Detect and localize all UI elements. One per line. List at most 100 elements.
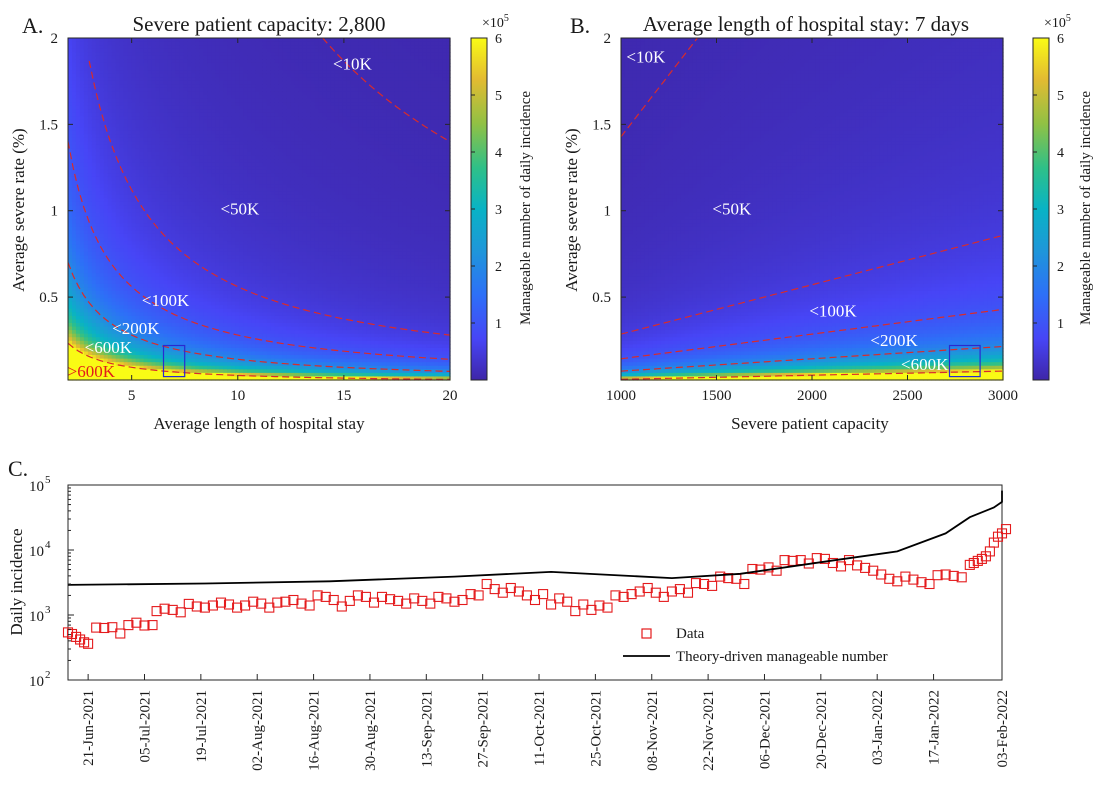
heatmap-cell [267,42,272,46]
heatmap-cell [207,188,212,192]
heatmap-cell [112,230,117,234]
heatmap-cell [72,262,77,266]
heatmap-cell [80,266,85,270]
heatmap-cell [187,148,192,152]
heatmap-cell [231,227,236,231]
heatmap-cell [92,56,97,60]
heatmap-cell [215,156,220,160]
heatmap-cell [247,181,252,185]
heatmap-cell [239,337,244,341]
heatmap-cell [76,191,81,195]
heatmap-cell [92,181,97,185]
heatmap-cell [271,266,276,270]
heatmap-cell [223,295,228,299]
heatmap-cell [259,120,264,124]
heatmap-cell [255,156,260,160]
heatmap-cell [231,259,236,263]
heatmap-cell [239,280,244,284]
heatmap-cell [187,67,192,71]
heatmap-cell [72,323,77,327]
heatmap-cell [211,109,216,113]
heatmap-cell [96,327,101,331]
heatmap-cell [144,270,149,274]
heatmap-cell [255,223,260,227]
heatmap-cell [88,330,93,334]
heatmap-cell [84,49,89,53]
heatmap-cell [243,373,248,377]
heatmap-cell [144,45,149,49]
heatmap-cell [108,262,113,266]
heatmap-cell [116,248,121,252]
heatmap-cell [124,42,129,46]
heatmap-cell [68,195,73,199]
heatmap-cell [191,295,196,299]
heatmap-cell [72,99,77,103]
heatmap-cell [267,262,272,266]
heatmap-cell [243,344,248,348]
heatmap-cell [136,220,141,224]
heatmap-cell [227,238,232,242]
heatmap-cell [152,362,157,366]
heatmap-cell [247,159,252,163]
heatmap-cell [255,195,260,199]
heatmap-cell [187,213,192,217]
heatmap-cell [148,259,153,263]
heatmap-cell [160,131,165,135]
heatmap-cell [215,166,220,170]
heatmap-cell [263,131,268,135]
heatmap-cell [271,198,276,202]
heatmap-cell [215,163,220,167]
heatmap-cell [160,188,165,192]
heatmap-cell [156,148,161,152]
heatmap-cell [120,198,125,202]
heatmap-cell [108,227,113,231]
heatmap-cell [156,255,161,259]
heatmap-cell [255,259,260,263]
heatmap-cell [263,220,268,224]
heatmap-cell [80,56,85,60]
heatmap-cell [251,134,256,138]
heatmap-cell [251,74,256,78]
heatmap-cell [195,191,200,195]
heatmap-cell [187,220,192,224]
heatmap-cell [152,241,157,245]
heatmap-cell [164,198,169,202]
heatmap-cell [152,124,157,128]
heatmap-cell [271,202,276,206]
heatmap-cell [164,195,169,199]
heatmap-cell [195,220,200,224]
heatmap-cell [227,52,232,56]
heatmap-cell [227,109,232,113]
heatmap-cell [231,152,236,156]
heatmap-cell [183,95,188,99]
heatmap-cell [104,241,109,245]
heatmap-cell [96,127,101,131]
heatmap-cell [167,184,172,188]
heatmap-cell [239,270,244,274]
heatmap-cell [152,277,157,281]
heatmap-cell [175,67,180,71]
heatmap-cell [175,284,180,288]
heatmap-cell [80,323,85,327]
heatmap-cell [84,188,89,192]
heatmap-cell [195,116,200,120]
heatmap-cell [191,52,196,56]
heatmap-cell [183,241,188,245]
heatmap-cell [96,113,101,117]
heatmap-cell [88,295,93,299]
heatmap-cell [120,202,125,206]
heatmap-cell [124,198,129,202]
heatmap-cell [96,145,101,149]
heatmap-cell [223,177,228,181]
heatmap-cell [251,366,256,370]
heatmap-cell [211,63,216,67]
heatmap-cell [183,330,188,334]
heatmap-cell [156,220,161,224]
heatmap-cell [223,362,228,366]
heatmap-cell [132,280,137,284]
heatmap-cell [132,91,137,95]
heatmap-cell [175,280,180,284]
heatmap-cell [92,220,97,224]
heatmap-cell [80,330,85,334]
heatmap-cell [68,309,73,313]
